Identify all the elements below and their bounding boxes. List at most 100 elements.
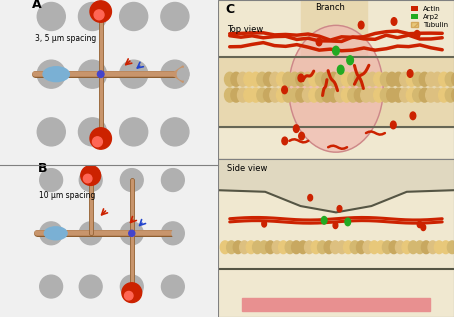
Circle shape [393,88,404,102]
Text: 10 μm spacing: 10 μm spacing [39,191,95,200]
Circle shape [348,72,358,86]
Circle shape [391,18,397,25]
Circle shape [344,241,353,254]
Bar [242,298,430,311]
Circle shape [321,217,327,224]
Circle shape [40,275,63,298]
Circle shape [407,70,413,77]
Circle shape [90,128,111,149]
Circle shape [337,241,346,254]
Circle shape [361,72,371,86]
Bar [218,0,454,158]
Circle shape [290,72,300,86]
Circle shape [316,88,326,102]
Circle shape [293,125,299,133]
Circle shape [305,241,314,254]
Circle shape [311,241,321,254]
Circle shape [262,221,266,227]
Circle shape [415,241,424,254]
Circle shape [413,88,423,102]
Circle shape [409,241,418,254]
Circle shape [387,72,397,86]
Circle shape [246,241,256,254]
Circle shape [302,72,313,86]
Circle shape [367,88,378,102]
Circle shape [358,21,364,29]
Bar [218,57,454,127]
Circle shape [162,169,184,191]
Bar [218,158,454,317]
Circle shape [389,241,399,254]
Circle shape [413,72,423,86]
Circle shape [81,165,101,185]
Polygon shape [172,66,183,82]
Circle shape [270,72,280,86]
Circle shape [387,88,397,102]
Circle shape [439,72,449,86]
Circle shape [434,241,444,254]
Circle shape [244,88,254,102]
Circle shape [120,118,148,146]
Circle shape [263,72,274,86]
Circle shape [337,206,342,212]
Circle shape [316,38,322,46]
Circle shape [309,88,319,102]
Circle shape [94,10,104,20]
Circle shape [402,241,411,254]
Circle shape [328,88,339,102]
Circle shape [426,72,436,86]
Circle shape [90,1,111,22]
Circle shape [417,221,422,228]
Circle shape [225,88,235,102]
Bar [301,0,367,95]
Circle shape [122,283,142,302]
Circle shape [406,88,417,102]
Circle shape [124,291,133,300]
Circle shape [356,241,366,254]
Circle shape [376,241,385,254]
Circle shape [79,169,102,191]
Circle shape [363,241,373,254]
Circle shape [227,241,236,254]
Circle shape [93,137,102,147]
Circle shape [421,224,426,230]
Circle shape [220,241,230,254]
Circle shape [79,3,107,30]
Circle shape [172,228,183,239]
Circle shape [129,230,135,236]
Circle shape [233,241,243,254]
Circle shape [244,72,254,86]
Circle shape [374,72,384,86]
Circle shape [410,112,416,120]
Circle shape [415,30,420,38]
Circle shape [350,241,360,254]
Circle shape [162,222,184,245]
Circle shape [331,241,340,254]
Circle shape [406,72,417,86]
Text: A: A [31,0,41,11]
Circle shape [240,241,249,254]
Circle shape [291,241,301,254]
Circle shape [428,241,438,254]
Circle shape [251,88,261,102]
Circle shape [120,60,148,88]
Circle shape [251,72,261,86]
Circle shape [380,88,391,102]
Circle shape [252,241,262,254]
Circle shape [374,88,384,102]
Circle shape [441,241,450,254]
Circle shape [257,88,267,102]
Circle shape [37,118,65,146]
Circle shape [355,88,365,102]
Circle shape [290,88,300,102]
Text: Top view: Top view [227,25,264,34]
Circle shape [309,72,319,86]
Circle shape [296,72,306,86]
Circle shape [161,118,189,146]
Circle shape [257,72,267,86]
Circle shape [322,88,332,102]
Circle shape [272,241,281,254]
Circle shape [445,88,454,102]
Circle shape [335,72,345,86]
Circle shape [348,88,358,102]
